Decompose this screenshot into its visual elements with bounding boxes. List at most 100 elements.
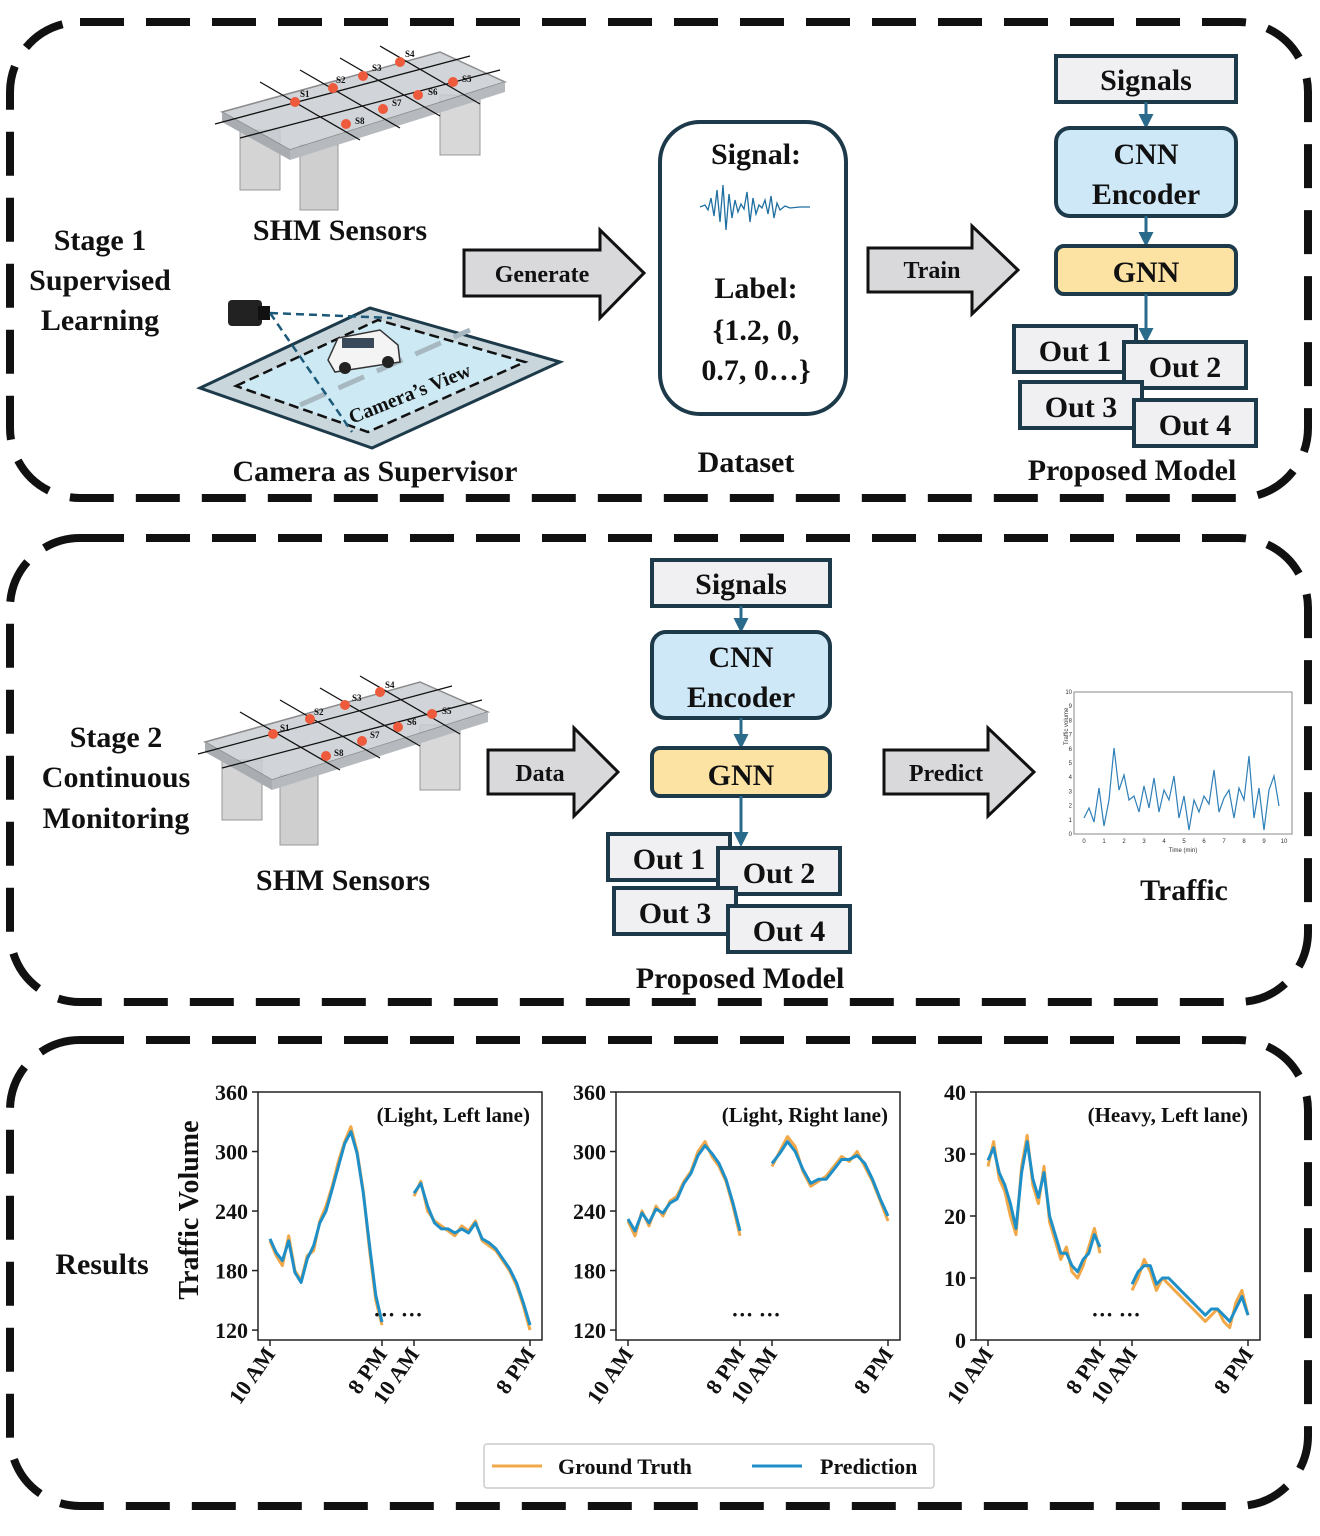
x-tick-label: 10 AM <box>224 1342 281 1408</box>
axis-break-ellipsis: ··· ··· <box>1091 1302 1141 1327</box>
mini-chart-xtick: 5 <box>1182 839 1186 845</box>
dataset-signal-label: Signal: <box>711 138 801 171</box>
results-label: Results <box>55 1248 148 1281</box>
cnn-label-line1: CNN <box>709 641 774 674</box>
camera-supervisor-label: Camera as Supervisor <box>233 455 518 488</box>
camera-scene-illustration: Camera’s View <box>196 300 565 450</box>
train-label: Train <box>904 258 961 284</box>
stage1-title-line1: Stage 1 <box>54 224 147 257</box>
mini-chart-xtick: 10 <box>1281 839 1288 845</box>
output-box <box>716 846 842 896</box>
output-box <box>1018 380 1144 430</box>
sensor-label: S6 <box>407 717 417 727</box>
dataset-label-line2: {1.2, 0, <box>713 314 800 347</box>
stage2-title-line2: Continuous <box>42 761 190 794</box>
mini-chart-ytick: 7 <box>1069 733 1073 739</box>
stage2-title-line3: Monitoring <box>43 802 190 835</box>
chart-plot-area <box>257 1091 543 1341</box>
data-arrow <box>486 724 621 820</box>
mini-chart-ytick: 0 <box>1069 832 1073 838</box>
shm-sensors-label-stage1: SHM Sensors <box>253 214 427 247</box>
stage1-title-line3: Learning <box>41 304 159 337</box>
data-label: Data <box>515 761 564 787</box>
dataset-label-line3: 0.7, 0…} <box>701 354 810 387</box>
results-legend: Ground Truth Prediction <box>483 1443 935 1489</box>
y-tick-label: 10 <box>944 1266 966 1291</box>
output-box <box>1012 324 1138 374</box>
series-line <box>1130 1257 1250 1330</box>
y-tick-label: 300 <box>573 1140 606 1165</box>
mini-chart-ytick: 5 <box>1069 761 1073 767</box>
output-box <box>1122 340 1248 390</box>
sensor-label: S1 <box>280 723 290 733</box>
results-frame <box>6 1036 1312 1510</box>
output-box <box>606 832 732 882</box>
traffic-caption: Traffic <box>1140 874 1228 907</box>
signals-label: Signals <box>695 568 787 601</box>
x-tick-label: 10 AM <box>942 1342 999 1408</box>
y-tick-label: 360 <box>215 1080 248 1105</box>
dataset-label-line1: Label: <box>714 272 797 305</box>
y-tick-label: 40 <box>944 1080 966 1105</box>
sensor-label: S4 <box>385 680 395 690</box>
y-tick-label: 30 <box>944 1142 966 1167</box>
proposed-model-caption-stage2: Proposed Model <box>636 962 845 995</box>
sensor-label: S1 <box>300 89 310 99</box>
mini-chart-xtick: 1 <box>1102 839 1106 845</box>
dataset-caption: Dataset <box>698 446 795 479</box>
mini-chart-xtick: 4 <box>1162 839 1166 845</box>
series-line <box>268 1130 384 1323</box>
signals-box <box>650 558 832 608</box>
sensor-label: S4 <box>405 49 415 59</box>
stage2-title-line1: Stage 2 <box>70 721 163 754</box>
mini-chart-xtick: 0 <box>1082 839 1086 845</box>
gnn-label: GNN <box>708 759 775 792</box>
series-line <box>412 1181 532 1326</box>
sensor-label: S5 <box>442 706 452 716</box>
x-tick-label: 8 PM <box>491 1342 541 1398</box>
legend-gt-label: Ground Truth <box>558 1454 692 1479</box>
axis-break-ellipsis: ··· ··· <box>731 1302 781 1327</box>
chart-title: (Light, Right lane) <box>722 1103 888 1127</box>
sensor-label: S8 <box>334 748 344 758</box>
signals-label: Signals <box>1100 64 1192 97</box>
stage2-frame <box>6 534 1312 1006</box>
stage1-title-line2: Supervised <box>29 264 171 297</box>
output-label: Out 1 <box>1039 335 1112 368</box>
x-tick-label: 8 PM <box>849 1342 899 1398</box>
generate-label: Generate <box>495 262 590 288</box>
series-line <box>986 1140 1102 1274</box>
sensor-label: S6 <box>428 87 438 97</box>
signal-waveform-icon <box>699 184 810 231</box>
output-label: Out 2 <box>743 857 816 890</box>
x-tick-label: 8 PM <box>1209 1342 1259 1398</box>
sensor-label: S2 <box>336 75 346 85</box>
mini-chart-xtick: 9 <box>1262 839 1266 845</box>
mini-chart-xtick: 7 <box>1222 839 1226 845</box>
mini-chart-ytick: 4 <box>1069 775 1073 781</box>
gnn-label: GNN <box>1113 256 1180 289</box>
output-label: Out 1 <box>633 843 706 876</box>
sensor-label: S7 <box>392 98 402 108</box>
mini-chart-ytick: 6 <box>1069 747 1073 753</box>
y-tick-label: 120 <box>573 1318 606 1343</box>
cnn-label-line1: CNN <box>1114 138 1179 171</box>
y-tick-label: 180 <box>573 1259 606 1284</box>
sensor-label: S5 <box>462 74 472 84</box>
output-label: Out 2 <box>1149 351 1222 384</box>
mini-chart-ytick: 3 <box>1069 789 1073 795</box>
output-label: Out 3 <box>639 897 712 930</box>
legend-pred-label: Prediction <box>820 1454 917 1479</box>
mini-chart-ytick: 2 <box>1069 804 1073 810</box>
mini-chart-xtick: 3 <box>1142 839 1146 845</box>
series-line <box>986 1133 1102 1280</box>
bridge-illustration-stage1: S1 S2 S3 S4 S5 S6 S7 S8 <box>214 45 508 211</box>
proposed-model-stage1: Signals CNN Encoder GNN Out 1 Out 2 Out … <box>1012 54 1258 448</box>
sensor-label: S8 <box>355 116 365 126</box>
sensor-label: S3 <box>352 693 362 703</box>
cnn-label-line2: Encoder <box>687 681 795 714</box>
results-ylabel: Traffic Volume <box>174 1120 205 1299</box>
